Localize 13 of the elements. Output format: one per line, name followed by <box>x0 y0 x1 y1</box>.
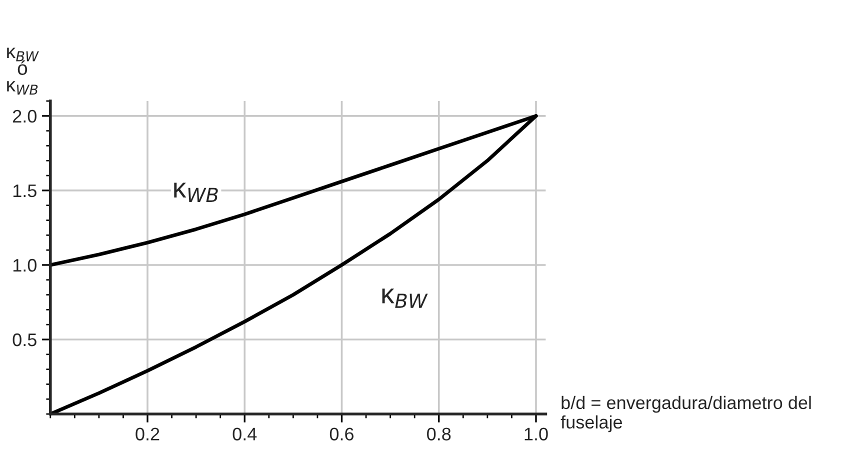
series-label: κ$_{BW}$ <box>382 288 428 308</box>
x-tick-label: 0.8 <box>427 428 451 440</box>
y-tick-label: 1.0 <box>13 258 36 272</box>
x-tick-label: 1.0 <box>524 428 548 440</box>
y-tick-label: 0.5 <box>12 333 36 346</box>
x-tick-label: 0.6 <box>330 428 354 440</box>
x-tick-label: 0.2 <box>136 428 160 440</box>
series-label: κ$_{WB}$ <box>174 182 218 202</box>
y-tick-label: 2.0 <box>13 110 36 123</box>
x-tick-label: 0.4 <box>232 428 257 440</box>
x-axis-title: b/d = envergadura/diametro del fuselaje <box>560 396 811 432</box>
y-tick-label: 1.5 <box>13 184 36 198</box>
y-axis-title: κ$_{BW}$ ó κ$_{WB}$ <box>7 48 39 95</box>
